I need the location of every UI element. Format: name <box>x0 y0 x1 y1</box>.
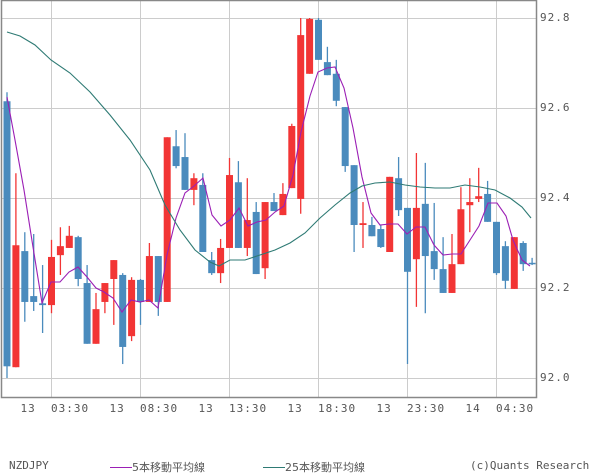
symbol-text: NZDJPY <box>9 459 49 472</box>
x-tick-label: 13 23:30 <box>376 402 446 415</box>
x-tick-label: 13 03:30 <box>20 402 90 415</box>
candles <box>3 18 536 378</box>
moving-averages <box>6 31 532 313</box>
y-tick-label: 92.4 <box>540 190 571 204</box>
x-tick-label: 14 04:30 <box>465 402 535 415</box>
ma25-line-icon <box>263 466 285 468</box>
x-tick-label: 13 18:30 <box>287 402 357 415</box>
y-tick-label: 92.8 <box>540 10 571 24</box>
symbol-label: NZDJPY <box>9 459 49 472</box>
x-tick-label: 13 13:30 <box>198 402 268 415</box>
legend-item-ma5: 5本移動平均線 <box>110 459 205 475</box>
candlestick-chart <box>0 0 538 399</box>
ma5-line-icon <box>110 466 132 468</box>
x-tick-label: 13 08:30 <box>109 402 179 415</box>
y-tick-label: 92.0 <box>540 370 571 384</box>
y-tick-label: 92.2 <box>540 280 571 294</box>
grid-lines <box>2 1 536 397</box>
legend-label-ma5: 5本移動平均線 <box>132 461 205 474</box>
legend-label-ma25: 25本移動平均線 <box>285 461 365 474</box>
copyright-text: (c)Quants Research <box>470 459 590 472</box>
y-tick-label: 92.6 <box>540 100 571 114</box>
plot-frame <box>0 0 538 399</box>
copyright: (c)Quants Research <box>470 459 589 472</box>
legend-item-ma25: 25本移動平均線 <box>263 459 365 475</box>
